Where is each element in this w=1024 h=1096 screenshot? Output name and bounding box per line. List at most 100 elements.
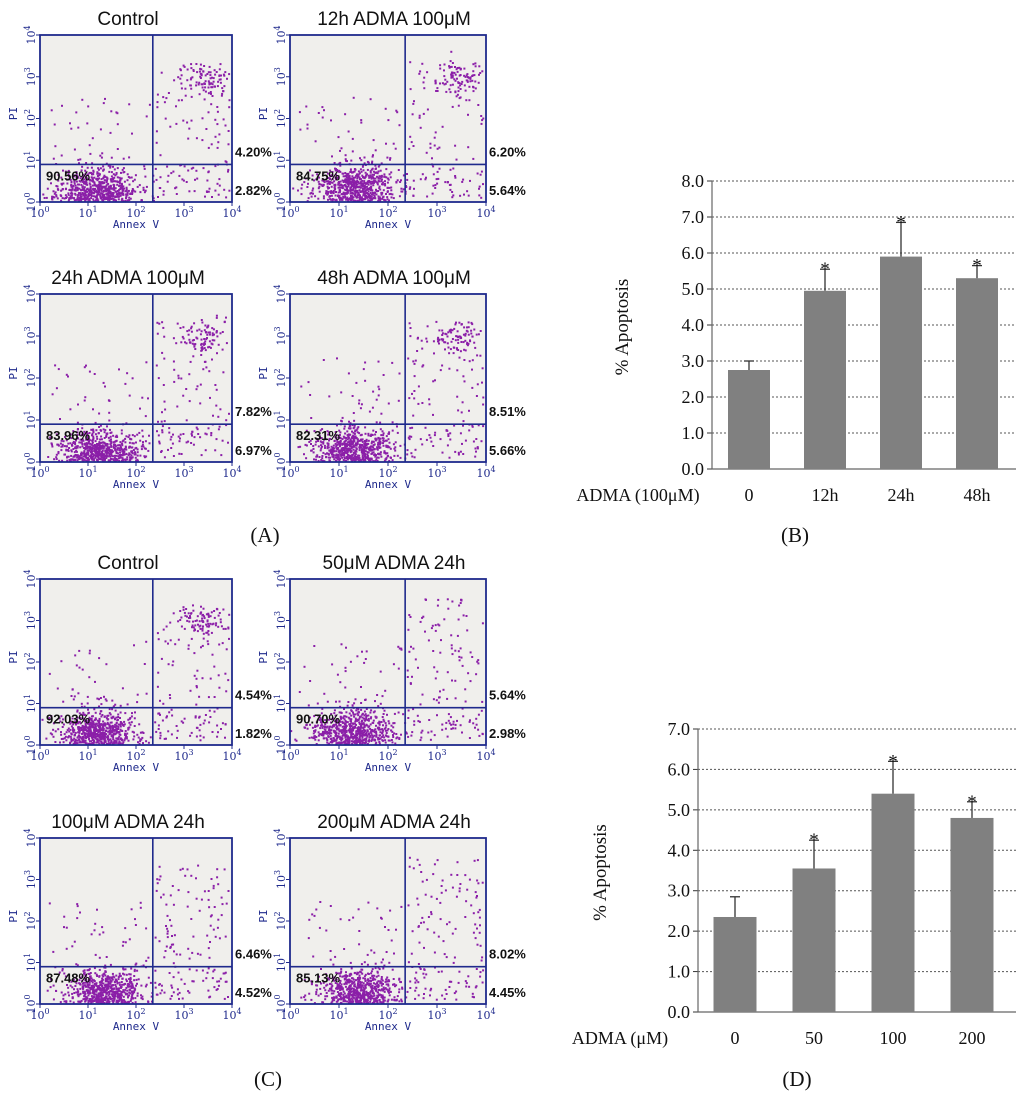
scatter-point: [89, 723, 92, 726]
scatter-point: [333, 186, 336, 189]
scatter-point: [314, 140, 317, 143]
scatter-point: [353, 199, 356, 202]
scatter-point: [448, 329, 451, 332]
scatter-point: [99, 167, 102, 170]
scatter-point: [324, 732, 327, 735]
scatter-point: [207, 622, 210, 625]
scatter-point: [74, 742, 77, 745]
scatter-point: [368, 196, 371, 199]
scatter-point: [115, 193, 118, 196]
scatter-point: [128, 453, 131, 456]
scatter-point: [227, 441, 229, 444]
scatter-point: [195, 685, 198, 687]
scatter-point: [322, 442, 325, 445]
scatter-point: [119, 711, 122, 714]
scatter-point: [360, 184, 363, 187]
scatter-point: [139, 740, 142, 743]
scatter-point: [386, 713, 388, 716]
scatter-point: [212, 622, 215, 625]
scatter-point: [361, 199, 364, 201]
y-tick-label: 100: [273, 452, 288, 471]
scatter-point: [211, 334, 214, 337]
scatter-point: [91, 178, 94, 181]
scatter-point: [413, 456, 416, 459]
scatter-point: [334, 194, 337, 197]
scatter-point: [361, 729, 364, 732]
scatter-point: [208, 65, 211, 68]
scatter-point: [78, 441, 81, 444]
scatter-point: [328, 439, 330, 442]
scatter-point: [216, 146, 219, 149]
scatter-point: [86, 729, 89, 732]
scatter-point: [91, 723, 94, 726]
scatter-point: [100, 703, 103, 706]
scatter-point: [56, 197, 59, 200]
scatter-point: [118, 444, 121, 447]
scatter-point: [86, 432, 88, 435]
scatter-point: [182, 179, 185, 182]
scatter-point: [185, 342, 188, 345]
scatter-point: [194, 716, 197, 719]
scatter-point: [98, 449, 101, 452]
scatter-point: [70, 458, 73, 461]
scatter-point: [112, 195, 115, 198]
scatter-point: [364, 379, 367, 382]
scatter-point: [471, 323, 474, 326]
scatter-point: [454, 339, 457, 342]
scatter-point: [329, 174, 332, 177]
scatter-point: [183, 65, 186, 68]
scatter-point: [330, 741, 333, 744]
scatter-point: [364, 432, 367, 435]
scatter-point: [339, 186, 342, 189]
scatter-point: [109, 190, 112, 193]
scatter-point: [181, 335, 184, 338]
scatter-point: [190, 330, 193, 333]
scatter-point: [80, 199, 83, 202]
scatter-point: [454, 176, 457, 179]
y-tick-label: 102: [23, 109, 38, 128]
scatter-point: [186, 615, 188, 618]
scatter-point: [88, 440, 90, 443]
scatter-point: [331, 174, 334, 176]
scatter-point: [350, 718, 353, 721]
scatter-point: [205, 331, 208, 334]
scatter-point: [305, 724, 308, 727]
scatter-point: [179, 433, 182, 436]
scatter-point: [379, 731, 382, 734]
scatter-point: [204, 90, 207, 93]
scatter-point: [107, 194, 110, 197]
scatter-point: [90, 189, 93, 192]
scatter-point: [352, 444, 355, 447]
scatter-point: [390, 171, 393, 174]
scatter-point: [189, 734, 192, 737]
scatter-point: [294, 738, 297, 741]
scatter-point: [69, 433, 72, 436]
scatter-point: [340, 454, 343, 457]
scatter-point: [74, 184, 77, 187]
scatter-point: [387, 402, 390, 405]
scatter-point: [322, 451, 325, 454]
scatter-point: [74, 193, 77, 196]
scatter-point: [433, 434, 436, 437]
scatter-point: [339, 449, 342, 452]
scatter-point: [76, 187, 79, 190]
scatter-point: [109, 435, 112, 438]
scatter-point: [124, 199, 127, 202]
scatter-point: [109, 165, 112, 168]
scatter-point: [356, 431, 359, 434]
scatter-point: [461, 401, 464, 404]
scatter-point: [187, 333, 190, 336]
scatter-point: [95, 454, 98, 457]
scatter-point: [331, 178, 334, 181]
scatter-point: [98, 726, 101, 729]
scatter-point: [163, 737, 166, 740]
scatter-point: [400, 190, 403, 193]
scatter-point: [51, 733, 54, 736]
scatter-point: [194, 715, 197, 718]
scatter-point: [148, 103, 151, 106]
scatter-point: [337, 183, 340, 186]
scatter-point: [69, 197, 72, 200]
scatter-point: [328, 395, 331, 398]
scatter-point: [206, 337, 208, 339]
scatter-point: [110, 110, 113, 113]
